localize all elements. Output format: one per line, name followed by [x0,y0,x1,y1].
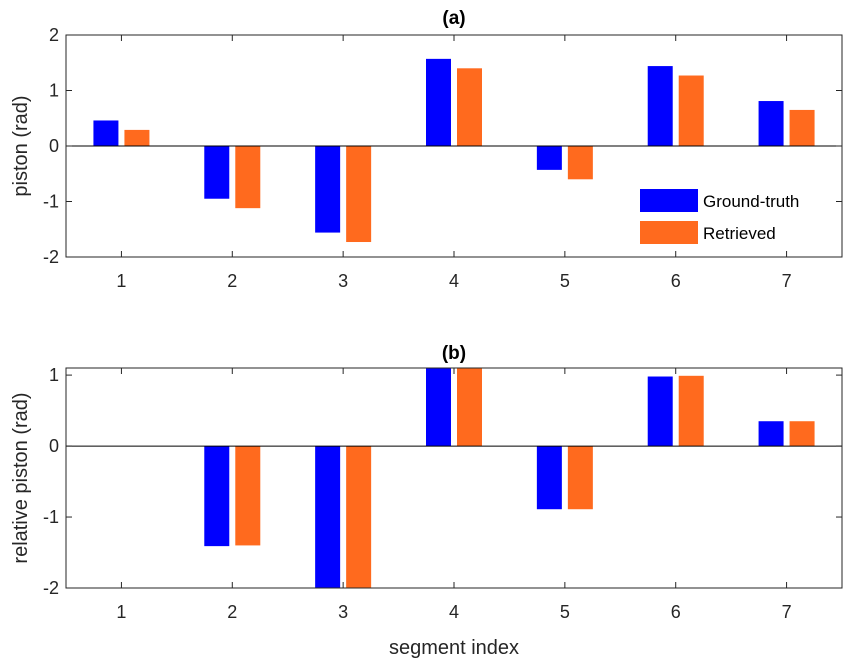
panel-a-y-ticks: -2 -1 0 1 2 [43,25,842,267]
bar-ground-truth-6 [647,376,673,447]
bar-ground-truth-4 [426,368,451,447]
bar-retrieved-6 [678,375,704,447]
x-tick-label: 5 [560,271,570,291]
panel-a: (a) piston (rad) -2 -1 0 1 2 1 2 3 4 5 6 7 Ground-… [10,8,843,291]
panel-a-y-axis-label: piston (rad) [10,95,32,196]
x-tick-label: 6 [671,271,681,291]
y-tick-label: 1 [49,365,59,385]
bar-ground-truth-6 [647,66,673,146]
legend: Ground-truth Retrieved [640,189,799,244]
bar-retrieved-2 [235,446,261,546]
panel-b-axes [65,367,843,589]
bar-retrieved-7 [789,109,815,146]
panel-b-x-ticks: 1 2 3 4 5 6 7 [116,368,792,622]
legend-swatch-ground-truth [640,189,698,212]
y-tick-label: -1 [43,507,59,527]
bar-ground-truth-7 [758,101,784,146]
bar-ground-truth-1 [93,120,119,146]
x-tick-label: 3 [338,602,348,622]
panel-b-y-axis-label: relative piston (rad) [10,392,32,563]
bar-retrieved-3 [346,146,372,243]
bar-ground-truth-3 [315,146,341,233]
panel-b-bars [204,368,815,588]
x-tick-label: 2 [227,271,237,291]
bar-ground-truth-2 [204,146,230,199]
bar-retrieved-2 [235,146,261,209]
legend-swatch-retrieved [640,221,698,244]
bar-ground-truth-3 [315,446,341,588]
bar-ground-truth-4 [426,58,451,146]
y-tick-label: 0 [49,436,59,456]
y-tick-label: -2 [43,247,59,267]
bar-retrieved-4 [457,368,482,447]
panel-a-title: (a) [442,8,465,29]
y-tick-label: -2 [43,578,59,598]
legend-label-ground-truth: Ground-truth [703,192,799,211]
bar-retrieved-6 [678,75,704,146]
bar-retrieved-4 [457,68,482,146]
x-tick-label: 4 [449,271,459,291]
y-tick-label: 0 [49,136,59,156]
x-tick-label: 4 [449,602,459,622]
legend-label-retrieved: Retrieved [703,224,776,243]
bar-retrieved-5 [567,146,593,180]
x-tick-label: 7 [782,271,792,291]
panel-b-y-ticks: -2 -1 0 1 [43,365,842,598]
panel-b-x-axis-label: segment index [389,637,519,659]
bar-retrieved-7 [789,421,815,447]
y-tick-label: -1 [43,192,59,212]
x-tick-label: 7 [782,602,792,622]
x-tick-label: 1 [116,271,126,291]
panel-b-title: (b) [442,343,466,364]
bar-retrieved-1 [124,129,150,146]
x-tick-label: 1 [116,602,126,622]
x-tick-label: 2 [227,602,237,622]
x-tick-label: 5 [560,602,570,622]
x-tick-label: 3 [338,271,348,291]
panel-b: (b) relative piston (rad) -2 -1 0 1 1 2 3 4 5 6 7… [10,343,843,659]
bar-ground-truth-5 [536,446,562,510]
y-tick-label: 2 [49,25,59,45]
panel-a-bars [93,58,815,243]
x-tick-label: 6 [671,602,681,622]
y-tick-label: 1 [49,81,59,101]
bar-ground-truth-2 [204,446,230,547]
plot-frame [65,367,843,589]
bar-ground-truth-5 [536,146,562,170]
bar-retrieved-5 [567,446,593,510]
bar-ground-truth-7 [758,421,784,447]
bar-retrieved-3 [346,446,372,588]
panel-a-x-ticks: 1 2 3 4 5 6 7 [116,35,792,291]
